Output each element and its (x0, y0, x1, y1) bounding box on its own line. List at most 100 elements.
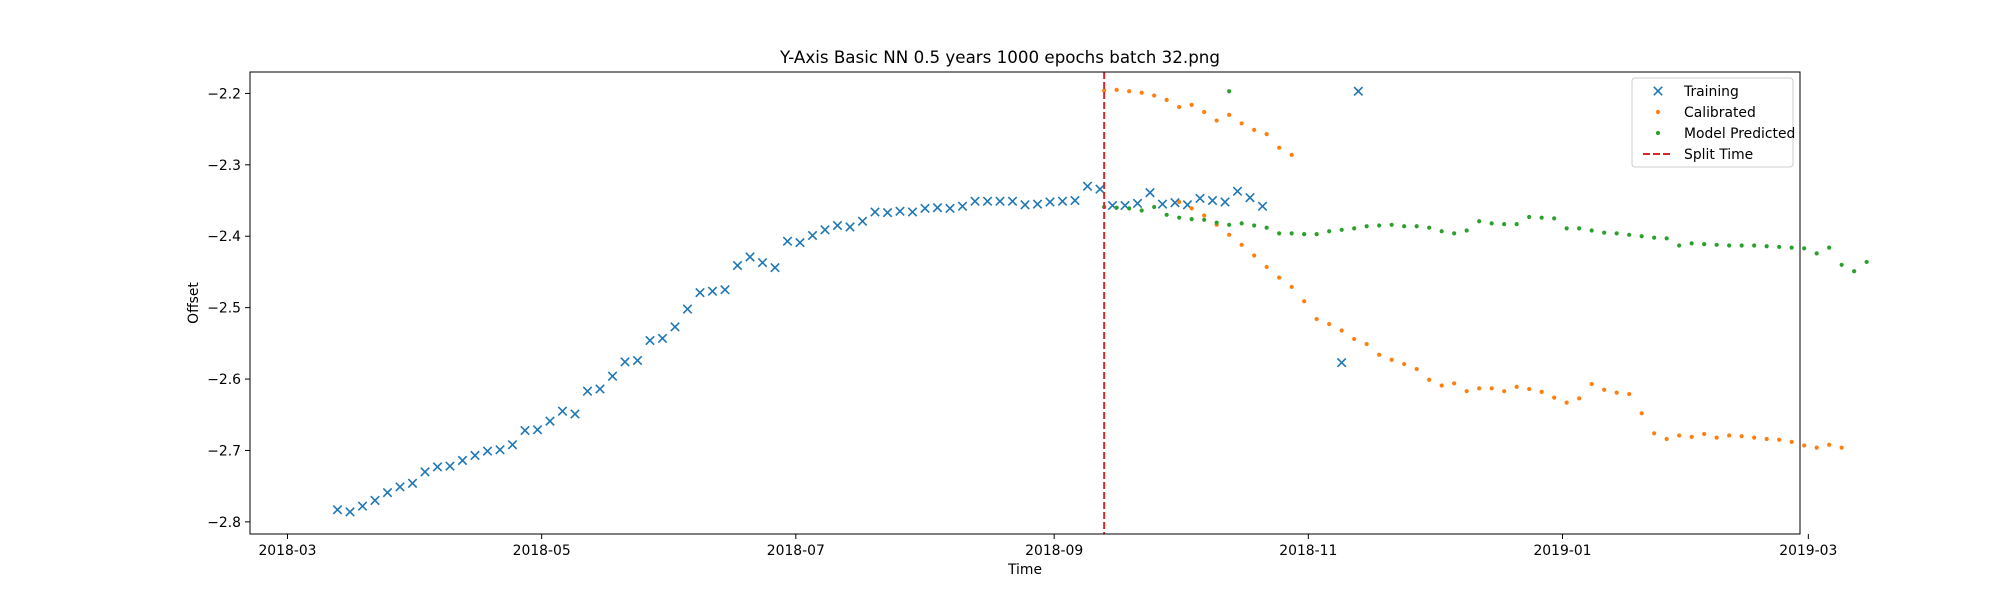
data-point (1827, 245, 1832, 250)
data-point-x (382, 487, 393, 498)
data-point (1352, 226, 1357, 231)
data-point-x (770, 262, 780, 273)
data-point (1227, 112, 1232, 117)
data-point (1239, 242, 1244, 247)
data-point (1589, 228, 1594, 233)
data-point (1489, 221, 1494, 226)
data-point-x (1245, 192, 1255, 203)
data-point (1764, 436, 1769, 442)
data-point-x (445, 461, 455, 471)
data-point (1339, 227, 1344, 232)
data-point (1414, 224, 1419, 229)
data-point (1727, 433, 1732, 438)
data-point-x (420, 467, 430, 477)
data-point (1177, 215, 1182, 220)
data-point-x (1336, 357, 1347, 368)
data-point (1439, 229, 1444, 234)
data-point (1639, 234, 1644, 239)
data-point (1202, 109, 1207, 115)
data-point (1802, 246, 1807, 251)
data-point (1377, 223, 1382, 228)
data-point-x (820, 225, 830, 235)
data-point (1427, 225, 1432, 230)
y-axis: −2.2 −2.3 −2.4 −2.5 −2.6 −2.7 −2.8 (207, 86, 250, 531)
data-point (1202, 213, 1207, 218)
data-point-x (332, 504, 343, 515)
legend-label: Training (1683, 84, 1739, 100)
data-point (1602, 230, 1607, 235)
data-point-x (507, 439, 518, 450)
data-point (1277, 231, 1282, 236)
data-point (1702, 241, 1707, 247)
data-point (1364, 341, 1369, 347)
data-point (1239, 121, 1244, 126)
data-point-x (645, 335, 655, 346)
data-point (1839, 445, 1844, 450)
series-training (332, 86, 1364, 517)
data-point-x (357, 501, 368, 511)
data-point-x (457, 455, 468, 466)
data-point (1389, 357, 1394, 362)
data-point (1452, 381, 1457, 386)
data-point (1439, 383, 1444, 388)
chart-title: Y-Axis Basic NN 0.5 years 1000 epochs ba… (779, 47, 1220, 67)
data-point-x (695, 287, 705, 298)
x-tick-label: 2019-03 (1779, 543, 1837, 559)
data-point (1252, 127, 1257, 132)
data-point (1277, 275, 1282, 280)
data-point-x (1145, 187, 1155, 198)
data-point (1527, 386, 1532, 392)
data-point (1264, 264, 1269, 270)
data-point (1214, 220, 1219, 225)
data-point (1477, 386, 1482, 391)
data-point (1614, 390, 1619, 395)
data-point-x (407, 478, 418, 489)
legend-marker (1653, 86, 1663, 96)
data-point-x (495, 444, 505, 455)
y-tick-label: −2.5 (207, 301, 241, 317)
data-point-x (432, 462, 443, 472)
data-point (1227, 89, 1232, 94)
data-point-x (970, 196, 980, 207)
data-point (1802, 443, 1807, 448)
data-point-x (557, 406, 568, 416)
data-point-x (1032, 199, 1043, 209)
data-point (1114, 205, 1119, 210)
data-point (1189, 206, 1194, 211)
data-point-x (995, 196, 1005, 207)
data-point-x (720, 285, 730, 295)
y-tick-label: −2.2 (207, 86, 241, 102)
data-point-x (920, 203, 930, 214)
data-point-x (520, 425, 530, 436)
data-point-x (582, 386, 593, 396)
data-point (1627, 232, 1632, 237)
data-point-x (1082, 181, 1093, 192)
data-point-x (782, 236, 793, 246)
data-point (1589, 381, 1594, 387)
data-point (1664, 436, 1669, 442)
data-point (1177, 199, 1182, 205)
data-point (1527, 214, 1532, 220)
data-point (1464, 389, 1469, 394)
data-point-x (1057, 196, 1068, 207)
data-point-x (395, 482, 405, 492)
data-point-x (532, 424, 543, 435)
x-axis-label: Time (1007, 562, 1042, 578)
y-tick-label: −2.3 (207, 158, 241, 174)
data-point (1764, 244, 1769, 249)
data-point-x (945, 203, 955, 214)
data-point (1177, 104, 1182, 110)
x-tick-label: 2018-11 (1279, 543, 1337, 559)
data-point-x (1220, 197, 1230, 207)
data-point (1327, 229, 1332, 234)
data-point-x (832, 220, 843, 231)
data-point (1839, 262, 1844, 267)
data-point-x (1195, 193, 1205, 204)
y-tick-label: −2.7 (207, 443, 241, 459)
data-point-x (1232, 186, 1243, 197)
data-point-x (482, 446, 493, 456)
data-point (1139, 90, 1144, 95)
legend: Training Calibrated Model Predicted Split T… (1631, 77, 1795, 168)
data-point (1677, 433, 1682, 438)
data-point-x (470, 450, 480, 461)
